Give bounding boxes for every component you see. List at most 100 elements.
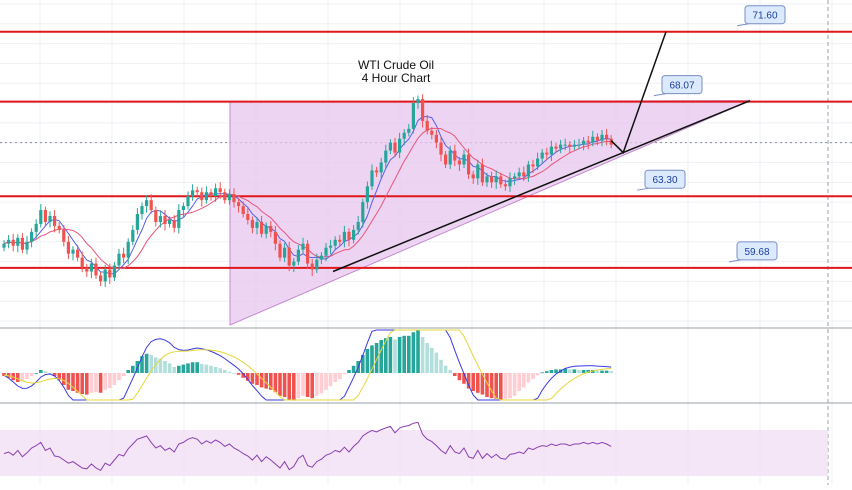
candle-body [563, 144, 567, 146]
level-label-box [661, 75, 703, 95]
candle-body [25, 241, 29, 250]
candle-body [241, 206, 245, 215]
candle-body [453, 150, 457, 161]
candle-body [361, 202, 365, 222]
candle-body [163, 216, 167, 224]
macd-histogram-bar [370, 345, 374, 373]
macd-histogram-bar [204, 364, 209, 373]
candle-body [434, 134, 438, 143]
candle-body [126, 241, 130, 258]
candle-body [103, 269, 107, 282]
macd-histogram-bar [108, 373, 112, 388]
macd-histogram-bar [563, 368, 567, 373]
macd-histogram-bar [489, 373, 494, 399]
macd-histogram-bar [71, 373, 75, 391]
candle-body [545, 152, 549, 155]
macd-histogram-bar [62, 373, 66, 385]
candle-body [508, 178, 512, 187]
candle-body [393, 142, 397, 153]
candle-body [375, 170, 379, 173]
candle-body [379, 162, 383, 173]
macd-histogram-bar [80, 373, 84, 394]
candle-body [172, 219, 176, 228]
macd-histogram-bar [301, 373, 305, 396]
candle-body [154, 210, 158, 222]
candle-body [444, 154, 448, 165]
macd-histogram-bar [25, 373, 29, 379]
macd-histogram-bar [296, 373, 301, 399]
macd-histogram-bar [480, 373, 485, 395]
candle-body [513, 176, 517, 179]
candle-body [439, 142, 443, 155]
level-label-box [736, 241, 778, 261]
candle-body [191, 190, 195, 197]
candle-body [310, 263, 314, 270]
candle-body [572, 144, 576, 147]
candle-body [39, 210, 43, 224]
macd-histogram-bar [218, 368, 222, 373]
candle-body [554, 146, 558, 149]
macd-histogram-bar [167, 363, 172, 373]
macd-histogram-bar [16, 373, 20, 382]
pattern-triangle [229, 100, 751, 326]
candle-body [407, 128, 411, 133]
macd-histogram-bar [117, 373, 121, 381]
level-label: 63.30 [652, 175, 677, 186]
macd-histogram-bar [434, 352, 439, 373]
candle-body [186, 196, 190, 207]
macd-histogram-bar [264, 373, 268, 389]
candle-body [94, 263, 98, 276]
candle-body [66, 241, 70, 254]
candle-body [48, 216, 52, 222]
macd-histogram-bar [259, 373, 264, 388]
level-label: 68.07 [669, 81, 694, 92]
macd-histogram-bar [246, 373, 250, 381]
trendlines [332, 31, 751, 273]
candle-body [209, 192, 213, 197]
macd-histogram-bar [177, 365, 181, 373]
candle-body [269, 225, 273, 232]
macd-histogram-bar [255, 373, 259, 385]
candle-body [85, 267, 89, 272]
candle-body [600, 134, 604, 141]
macd-histogram-bar [29, 373, 34, 376]
macd-histogram-bar [448, 370, 452, 373]
candle-body [531, 164, 535, 167]
level-labels: 71.60 68.07 63.30 59.68 [636, 5, 786, 263]
macd-histogram-bar [305, 373, 310, 397]
candle-body [255, 221, 259, 228]
macd-histogram-bar [595, 370, 600, 373]
candle-body [306, 243, 310, 264]
macd-histogram-bar [471, 373, 475, 391]
candle-body [536, 158, 540, 167]
macd-histogram-bar [20, 373, 25, 382]
macd-histogram-bar [522, 373, 526, 388]
macd-histogram-bar [195, 362, 199, 373]
rsi-panel [0, 421, 828, 476]
macd-histogram-bar [453, 373, 457, 376]
candle-body [177, 210, 181, 228]
candle-body [333, 239, 337, 246]
macd-histogram-bar [581, 370, 586, 373]
macd-histogram-bar [278, 373, 282, 396]
macd-histogram-bar [57, 373, 61, 381]
candle-body [384, 150, 388, 163]
macd-histogram-bar [600, 370, 604, 373]
level-label-box [744, 5, 786, 25]
candle-body [494, 176, 498, 183]
candle-body [467, 154, 471, 175]
candle-body [7, 239, 11, 244]
candle-body [200, 192, 204, 201]
candle-body [416, 99, 420, 104]
macd-histogram-bar [52, 373, 57, 376]
macd-histogram-bar [181, 364, 186, 373]
candle-body [347, 231, 351, 240]
macd-histogram-bar [333, 373, 337, 382]
candle-body [16, 237, 20, 246]
candle-body [273, 231, 277, 244]
candle-body [43, 210, 47, 222]
macd-histogram-bar [236, 373, 241, 375]
candle-body [34, 223, 38, 232]
candle-body [517, 172, 521, 177]
candle-body [559, 144, 563, 149]
